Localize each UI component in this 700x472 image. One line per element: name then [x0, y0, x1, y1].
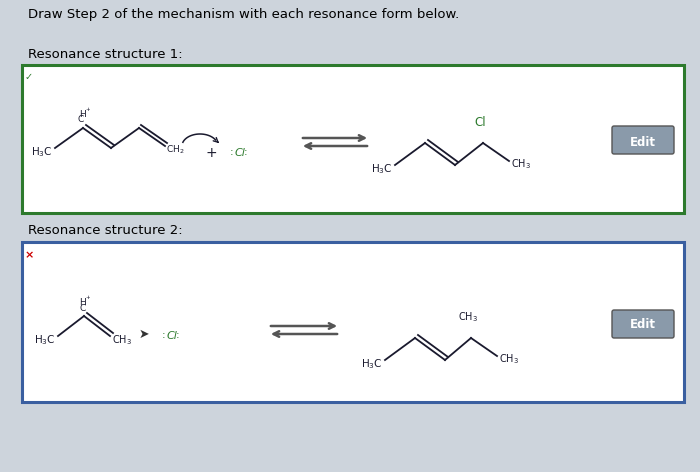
Text: Draw Step 2 of the mechanism with each resonance form below.: Draw Step 2 of the mechanism with each r… [28, 8, 459, 21]
Text: CH$_2$: CH$_2$ [166, 144, 185, 156]
Text: ➤: ➤ [139, 328, 149, 340]
Text: CH$_3$: CH$_3$ [511, 157, 531, 171]
Text: Edit: Edit [630, 319, 656, 331]
FancyBboxPatch shape [612, 310, 674, 338]
FancyBboxPatch shape [612, 126, 674, 154]
Text: Resonance structure 1:: Resonance structure 1: [28, 48, 183, 61]
Text: Edit: Edit [630, 135, 656, 149]
Text: ✓: ✓ [25, 72, 33, 82]
Text: C: C [79, 304, 85, 313]
Text: H$_3$C: H$_3$C [34, 333, 56, 347]
Text: CH$_3$: CH$_3$ [458, 310, 478, 324]
Text: $^+$: $^+$ [84, 295, 91, 304]
Text: Cl: Cl [167, 331, 178, 341]
Text: :: : [230, 147, 233, 157]
Text: H$_3$C: H$_3$C [372, 162, 393, 176]
Text: Cl: Cl [474, 116, 486, 129]
Text: ×: × [25, 250, 34, 260]
Text: :: : [244, 147, 248, 157]
Text: $^+$: $^+$ [84, 107, 91, 116]
Text: :: : [176, 330, 180, 340]
Text: CH$_3$: CH$_3$ [112, 333, 132, 347]
Text: H$_3$C: H$_3$C [361, 357, 383, 371]
Text: CH$_3$: CH$_3$ [499, 352, 519, 366]
FancyBboxPatch shape [22, 65, 684, 213]
Text: :: : [162, 330, 165, 340]
FancyBboxPatch shape [22, 242, 684, 402]
Text: Resonance structure 2:: Resonance structure 2: [28, 224, 183, 237]
Text: H: H [79, 110, 85, 119]
Text: H: H [79, 298, 85, 307]
Text: Cl: Cl [235, 148, 246, 158]
Text: +: + [205, 146, 217, 160]
Text: H$_3$C: H$_3$C [32, 145, 53, 159]
Text: C: C [78, 115, 84, 124]
